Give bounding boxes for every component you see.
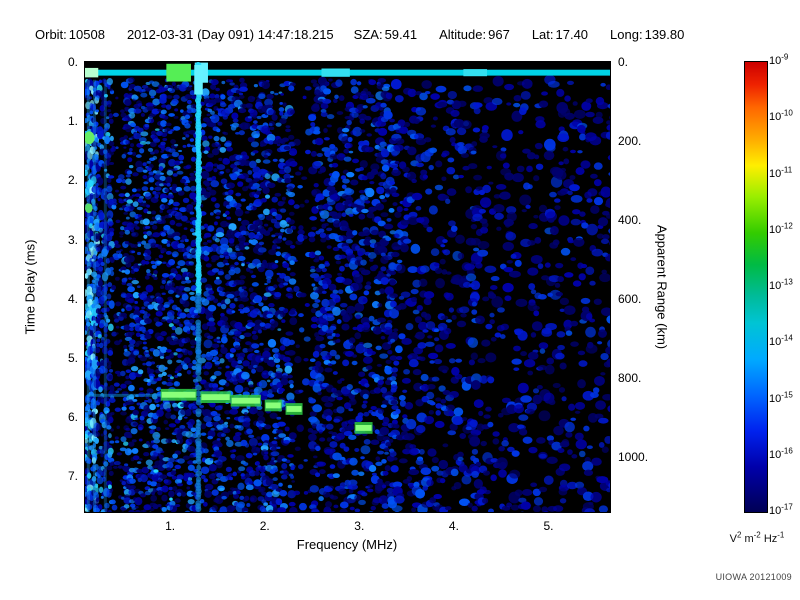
y-axis-tick-label: 5. xyxy=(67,351,78,366)
orbit-label: Orbit: xyxy=(35,27,67,42)
y2-axis-tick-label: 200. xyxy=(618,133,642,148)
y2-axis-title: Apparent Range (km) xyxy=(654,224,670,350)
header-lat: Lat: 17.40 xyxy=(532,27,590,42)
orbit-value: 10508 xyxy=(68,27,105,42)
y-axis-tick-label: 0. xyxy=(67,55,78,69)
y-axis-title: Time Delay (ms) xyxy=(22,239,38,335)
colorbar xyxy=(744,61,768,513)
x-axis-tick-label: 1. xyxy=(165,519,176,533)
colorbar-tick-label: 10-12 xyxy=(769,221,793,236)
y-axis-tick-label: 4. xyxy=(67,291,78,306)
header-long: Long: 139.80 xyxy=(610,27,686,42)
x-axis-tick-label: 3. xyxy=(354,519,365,533)
x-axis-tick-label: 5. xyxy=(543,519,554,533)
colorbar-tick-label: 10-13 xyxy=(769,277,793,292)
sza-value: 59.41 xyxy=(384,27,418,42)
lat-value: 17.40 xyxy=(555,27,589,42)
y-axis-tick-label: 2. xyxy=(67,173,78,188)
colorbar-tick-label: 10-16 xyxy=(769,446,793,461)
altitude-label: Altitude: xyxy=(439,27,487,42)
y2-axis-tick-label: 400. xyxy=(618,212,642,227)
colorbar-tick-label: 10-11 xyxy=(769,164,793,180)
spectrogram-canvas xyxy=(85,62,610,512)
y-axis-tick-label: 6. xyxy=(67,410,78,425)
long-label: Long: xyxy=(610,27,643,42)
x-axis-title: Frequency (MHz) xyxy=(296,537,398,552)
x-axis-tick-label: 2. xyxy=(259,519,270,533)
y2-axis-tick-label: 600. xyxy=(618,291,642,306)
header-orbit: Orbit: 10508 xyxy=(35,27,107,42)
x-axis-tick-label: 4. xyxy=(448,519,459,533)
header-info: Orbit: 10508 2012-03-31 (Day 091) 14:47:1… xyxy=(35,27,686,42)
y2-axis-tick-label: 0. xyxy=(618,55,629,69)
altitude-value: 967 xyxy=(488,27,510,42)
colorbar-tick-label: 10-10 xyxy=(769,108,793,124)
header-datetime: 2012-03-31 (Day 091) 14:47:18.215 xyxy=(126,27,334,42)
colorbar-tick-label: 10-14 xyxy=(769,333,793,349)
credit-text: UIOWA 20121009 xyxy=(715,572,792,582)
sza-label: SZA: xyxy=(353,27,383,42)
y-axis-tick-label: 7. xyxy=(67,469,78,484)
header-sza: SZA: 59.41 xyxy=(354,27,419,42)
long-value: 139.80 xyxy=(644,27,685,42)
colorbar-tick-label: 10-17 xyxy=(769,502,793,517)
y-axis-tick-label: 1. xyxy=(67,114,78,129)
y2-axis-tick-label: 1000. xyxy=(618,449,649,464)
y-axis-tick-label: 3. xyxy=(67,232,78,247)
plot-frame xyxy=(84,61,611,513)
colorbar-tick-label: 10-15 xyxy=(769,389,793,405)
y2-axis-tick-label: 800. xyxy=(618,370,642,385)
colorbar-tick-label: 10-9 xyxy=(769,52,789,67)
colorbar-unit-label: V2 m-2 Hz-1 xyxy=(729,530,785,545)
lat-label: Lat: xyxy=(531,27,554,42)
header-altitude: Altitude: 967 xyxy=(439,27,512,42)
